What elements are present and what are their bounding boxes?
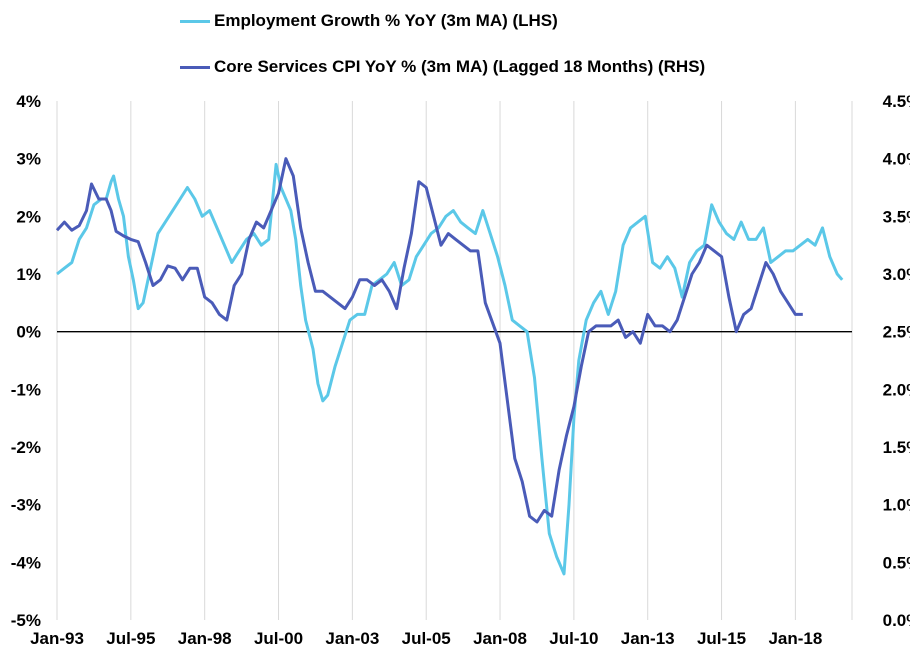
y-right-tick-label: 0.5%	[883, 553, 910, 572]
y-left-tick-label: -3%	[11, 496, 41, 515]
x-tick-label: Jul-05	[402, 629, 451, 648]
y-left-tick-label: -2%	[11, 438, 41, 457]
y-right-tick-label: 0.0%	[883, 611, 910, 630]
y-right-tick-label: 2.5%	[883, 323, 910, 342]
legend-item-core-services-cpi: Core Services CPI YoY % (3m MA) (Lagged …	[180, 54, 705, 80]
y-right-tick-label: 3.0%	[883, 265, 910, 284]
y-right-tick-label: 2.0%	[883, 380, 910, 399]
core-services-cpi-line	[55, 157, 803, 524]
legend: Employment Growth % YoY (3m MA) (LHS) Co…	[180, 8, 705, 100]
y-right-tick-label: 1.5%	[883, 438, 910, 457]
y-right-tick-label: 4.0%	[883, 150, 910, 169]
x-tick-label: Jan-93	[30, 629, 84, 648]
y-right-tick-label: 4.5%	[883, 92, 910, 111]
x-tick-label: Jan-03	[325, 629, 379, 648]
x-tick-label: Jul-00	[254, 629, 303, 648]
y-left-tick-label: 1%	[16, 265, 41, 284]
gridlines	[56, 101, 853, 620]
y-right-tick-label: 1.0%	[883, 496, 910, 515]
employment-growth-line	[56, 162, 844, 576]
x-tick-label: Jan-08	[473, 629, 527, 648]
x-tick-label: Jul-15	[697, 629, 746, 648]
legend-swatch-employment	[180, 19, 210, 23]
x-tick-label: Jan-18	[768, 629, 822, 648]
y-left-tick-label: -4%	[11, 553, 41, 572]
x-tick-label: Jan-13	[621, 629, 675, 648]
x-tick-label: Jul-10	[549, 629, 598, 648]
x-tick-label: Jul-95	[106, 629, 155, 648]
legend-label-employment: Employment Growth % YoY (3m MA) (LHS)	[214, 11, 558, 30]
y-left-tick-label: 2%	[16, 207, 41, 226]
y-left-tick-label: 4%	[16, 92, 41, 111]
legend-swatch-core-services-cpi	[180, 65, 210, 69]
y-right-tick-label: 3.5%	[883, 207, 910, 226]
legend-item-employment: Employment Growth % YoY (3m MA) (LHS)	[180, 8, 705, 34]
tick-labels: Jan-93 Jul-95 Jan-98 Jul-00 Jan-03 Jul-05 Jan-…	[11, 92, 910, 648]
y-left-tick-label: 3%	[16, 150, 41, 169]
series-lines	[55, 157, 844, 576]
x-tick-label: Jan-98	[178, 629, 232, 648]
y-left-tick-label: 0%	[16, 323, 41, 342]
y-left-tick-label: -1%	[11, 380, 41, 399]
y-left-tick-label: -5%	[11, 611, 41, 630]
legend-label-core-services-cpi: Core Services CPI YoY % (3m MA) (Lagged …	[214, 57, 706, 76]
